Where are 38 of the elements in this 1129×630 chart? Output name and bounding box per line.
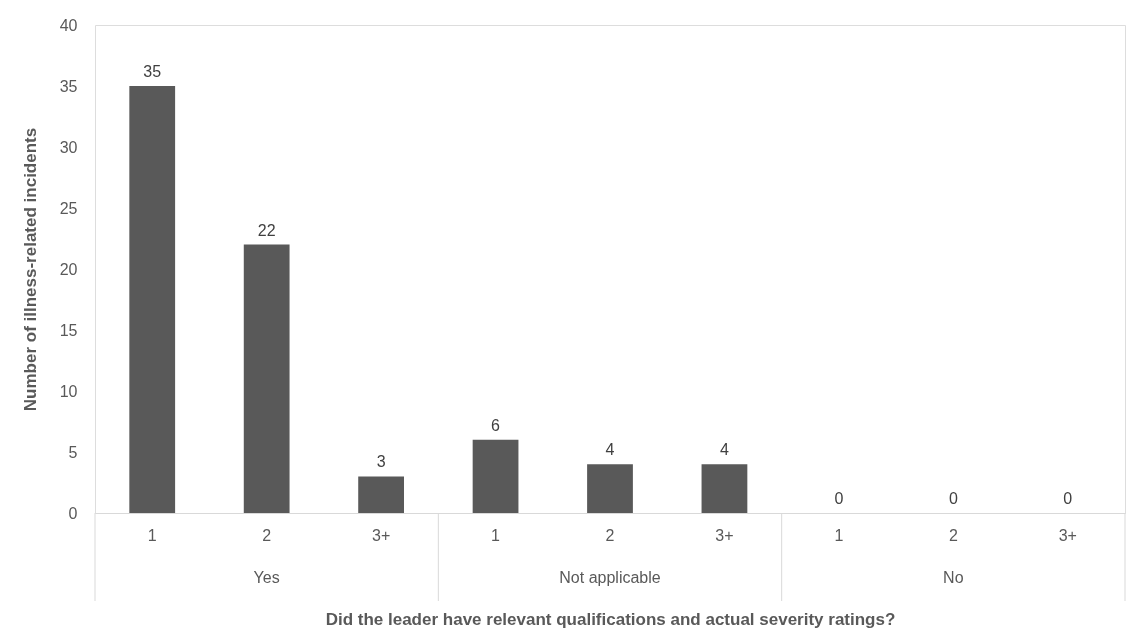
data-label: 3 — [376, 453, 386, 471]
bar — [358, 476, 404, 513]
y-tick-label: 15 — [59, 321, 78, 339]
x-tick-label: 3+ — [371, 526, 391, 544]
bar — [701, 464, 748, 513]
text: Yes — [253, 569, 280, 586]
y-tick-label: 10 — [59, 382, 78, 400]
data-label: 4 — [605, 441, 615, 459]
data-label: 0 — [1063, 490, 1073, 507]
data-label: 6 — [491, 416, 501, 434]
x-tick-label: 2 — [948, 526, 958, 544]
text: Not applicable — [559, 569, 661, 586]
x-tick-label: 1 — [147, 526, 157, 544]
data-label: 22 — [257, 221, 276, 239]
y-axis-title: Number of illness-related incidents — [20, 127, 40, 412]
bar — [587, 464, 633, 513]
y-tick-label: 25 — [59, 199, 78, 217]
y-tick-label: 35 — [59, 77, 78, 95]
data-label: 4 — [719, 441, 729, 459]
data-label: 35 — [143, 63, 162, 80]
y-tick-label: 40 — [59, 16, 78, 34]
data-label: 0 — [834, 490, 844, 507]
bar — [243, 244, 290, 513]
x-tick-label: 2 — [262, 526, 272, 544]
y-tick-label: 0 — [68, 504, 78, 522]
x-tick-label: 3+ — [1058, 526, 1077, 544]
data-label: 0 — [948, 490, 958, 507]
x-tick-label: 1 — [491, 526, 501, 544]
x-tick-label: 2 — [605, 526, 615, 544]
bar — [472, 439, 519, 513]
y-tick-label: 20 — [59, 260, 78, 278]
text: No — [943, 569, 964, 586]
y-tick-label: 5 — [68, 443, 78, 461]
y-tick-label: 30 — [59, 138, 78, 156]
x-axis-title: Did the leader have relevant qualifications and actual severity ratings? — [325, 609, 896, 629]
x-tick-label: 3+ — [715, 526, 734, 544]
bar — [129, 86, 176, 513]
x-tick-label: 1 — [834, 526, 844, 544]
